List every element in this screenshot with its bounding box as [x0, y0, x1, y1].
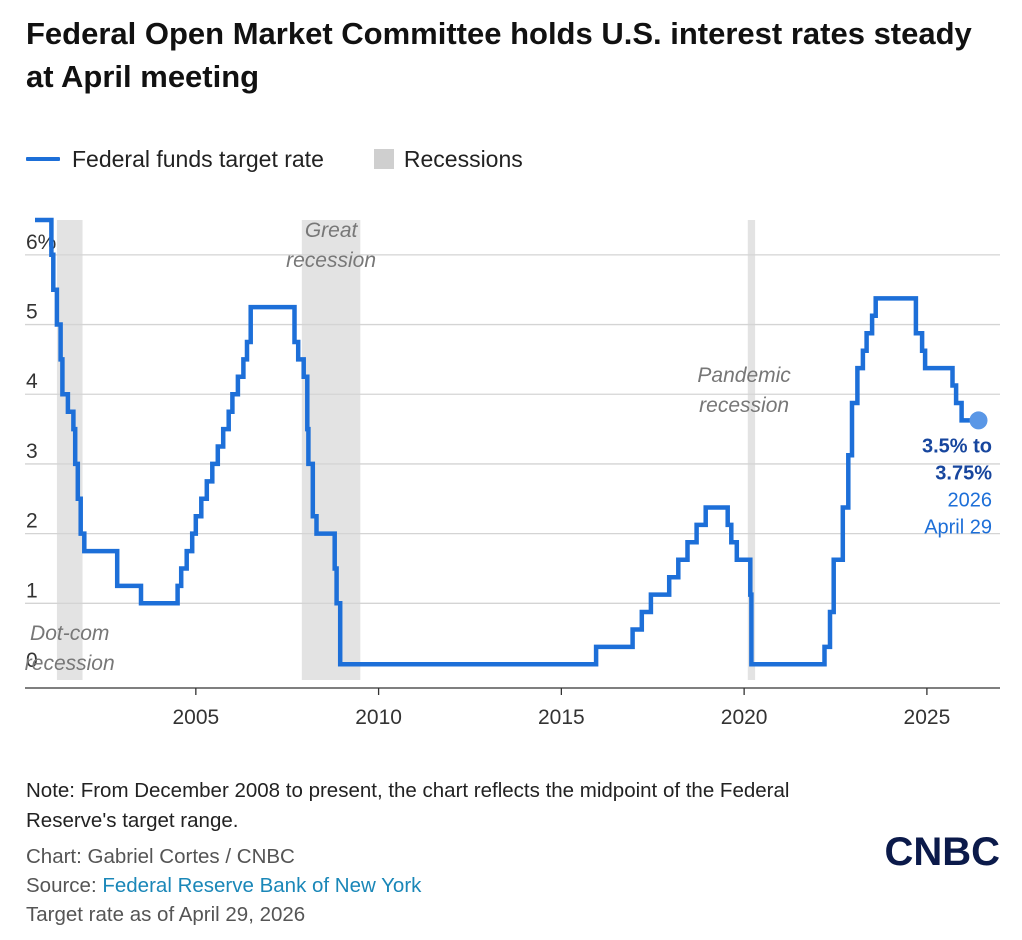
chart-area: 0 1 2 3 4 5 6% 2005 2010 2015 2020 2025 Dot-com reces… [0, 200, 1022, 760]
recession-band [747, 220, 756, 680]
source-link[interactable]: Federal Reserve Bank of New York [102, 874, 422, 897]
recession-label: recession [286, 249, 376, 272]
x-tick-label: 2010 [355, 706, 402, 729]
recession-label: recession [25, 652, 115, 675]
legend-line-swatch [26, 157, 60, 161]
source-prefix: Source: [26, 874, 103, 897]
y-tick-label: 4 [26, 370, 38, 393]
source-line: Source: Federal Reserve Bank of New York [26, 871, 421, 900]
y-tick-label: 3 [26, 440, 38, 463]
y-tick-label: 1 [26, 579, 38, 602]
y-tick-label: 0 [26, 649, 38, 672]
recession-label: Dot-com [30, 622, 109, 645]
as-of-date: Target rate as of April 29, 2026 [26, 903, 306, 926]
x-tick-label: 2020 [721, 706, 768, 729]
legend-line-label: Federal funds target rate [72, 145, 324, 172]
chart-credit: Chart: Gabriel Cortes / CNBC [26, 845, 295, 868]
credits: Chart: Gabriel Cortes / CNBC Source: Fed… [26, 842, 421, 929]
last-value-label: April 29 [924, 516, 992, 538]
x-tick-label: 2015 [538, 706, 585, 729]
cnbc-logo: CNBC [884, 830, 1000, 874]
y-tick-label: 6% [26, 231, 56, 254]
x-tick-label: 2025 [904, 706, 951, 729]
legend: Federal funds target rate Recessions [26, 144, 523, 174]
recession-label: recession [699, 394, 789, 417]
legend-band-swatch [373, 149, 394, 169]
y-tick-label: 5 [26, 301, 38, 324]
recession-label: Pandemic [697, 364, 791, 387]
chart-note: Note: From December 2008 to present, the… [26, 779, 790, 832]
recession-label: Great [305, 219, 359, 242]
y-tick-label: 2 [26, 510, 38, 533]
x-tick-label: 2005 [172, 706, 219, 729]
last-value-label: 3.75% [935, 462, 992, 484]
last-value-label: 3.5% to [922, 435, 992, 457]
last-value-point [969, 411, 988, 430]
rate-series-line [35, 217, 976, 667]
recession-band [56, 220, 83, 680]
line-chart: 0 1 2 3 4 5 6% 2005 2010 2015 2020 2025 Dot-com reces… [25, 217, 1000, 729]
chart-title: Federal Open Market Committee holds U.S.… [26, 16, 972, 94]
last-value-label: 2026 [948, 489, 993, 511]
legend-band-label: Recessions [403, 145, 523, 172]
